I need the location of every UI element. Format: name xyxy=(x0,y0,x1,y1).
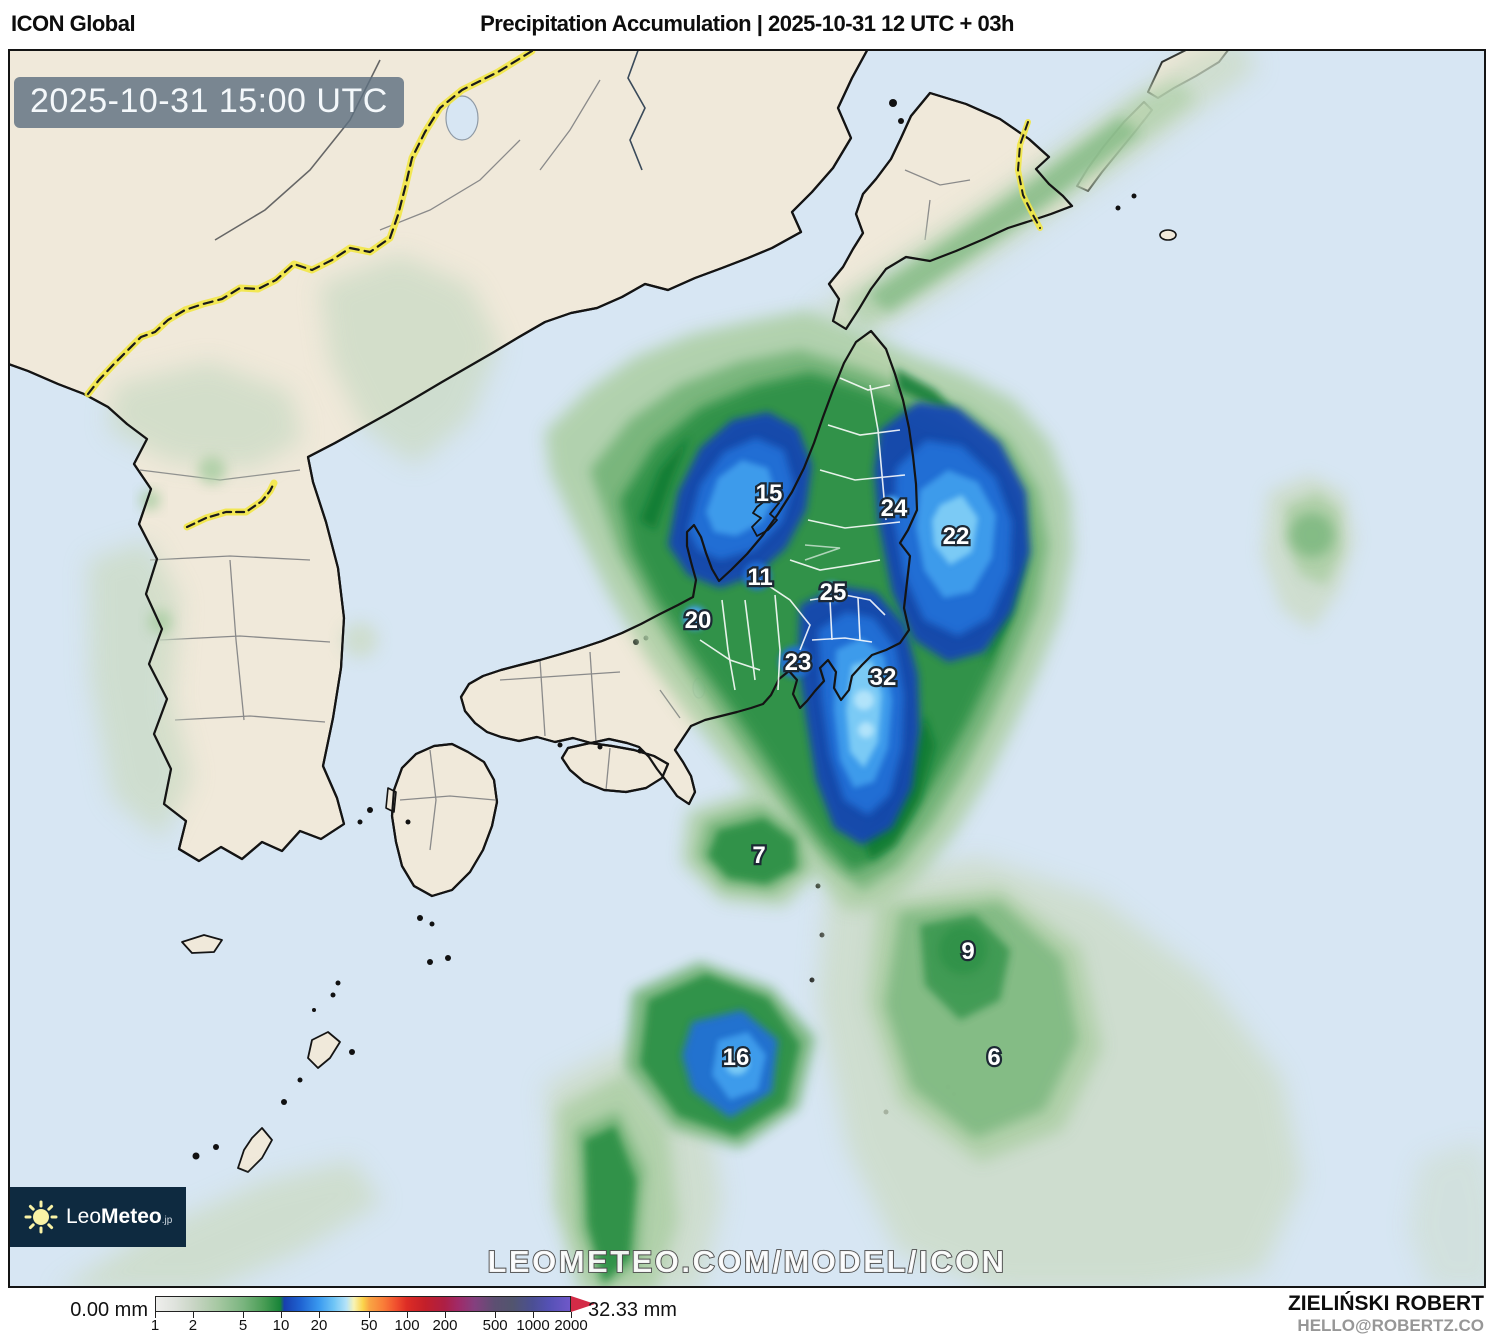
colorbar-max-label: 32.33 mm xyxy=(588,1299,677,1321)
precip-value-label: 32 xyxy=(870,664,897,691)
precip-value-label: 7 xyxy=(752,842,765,869)
colorbar-tick xyxy=(192,1312,194,1318)
title-bar: ICON Global Precipitation Accumulation |… xyxy=(0,0,1494,49)
colorbar-tick-label: 1 xyxy=(150,1317,160,1334)
precip-blue-pale xyxy=(688,495,978,1075)
colorbar-tick-label: 10 xyxy=(272,1317,290,1334)
colorbar-tick xyxy=(495,1312,497,1318)
precip-value-label: 23 xyxy=(785,649,812,676)
precip-value-label: 25 xyxy=(820,579,847,606)
model-name: ICON Global xyxy=(11,11,136,36)
colorbar-tick xyxy=(444,1312,446,1318)
page-title: Precipitation Accumulation | 2025-10-31 … xyxy=(480,11,1014,36)
precip-value-labels: 15 24 22 11 25 20 23 32 7 9 16 6 xyxy=(682,478,1003,1074)
colorbar-tick xyxy=(318,1312,320,1318)
colorbar-min-label: 0.00 mm xyxy=(70,1299,148,1321)
map-canvas: 15 24 22 11 25 20 23 32 7 9 16 6 LEOMETEO.COM/MODEL… xyxy=(8,49,1486,1288)
colorbar-arrow xyxy=(571,1296,595,1312)
logo-text-bold: Meteo xyxy=(101,1205,162,1228)
colorbar-tick-label: 2000 xyxy=(554,1317,588,1334)
colorbar-tick-label: 500 xyxy=(482,1317,508,1334)
timestamp-badge: 2025-10-31 15:00 UTC xyxy=(14,77,404,128)
credit-contact: HELLO@ROBERTZ.CO xyxy=(1297,1316,1484,1335)
legend-bar: 0.00 mm 1 2 5 10 20 50 100 200 500 1000 2000 32.33… xyxy=(0,1288,1494,1338)
colorbar-tick xyxy=(243,1312,245,1318)
logo-text-light: Leo xyxy=(66,1205,102,1228)
precip-value-label: 24 xyxy=(881,495,908,522)
credit-author: ZIELIŃSKI ROBERT xyxy=(1287,1292,1484,1315)
precip-value-label: 20 xyxy=(685,607,712,634)
logo-wordmark: LeoMeteo.jp xyxy=(66,1205,172,1229)
precip-value-label: 11 xyxy=(747,564,772,591)
colorbar-tick-label: 5 xyxy=(238,1317,248,1334)
colorbar-tick xyxy=(281,1312,283,1318)
colorbar-tick-label: 200 xyxy=(432,1317,458,1334)
colorbar-tick-label: 50 xyxy=(360,1317,378,1334)
precip-value-label: 9 xyxy=(961,938,974,965)
international-borders xyxy=(84,51,1043,531)
sun-icon xyxy=(24,1200,58,1234)
watermark: LEOMETEO.COM/MODEL/ICON xyxy=(487,1244,1006,1279)
map-svg: 15 24 22 11 25 20 23 32 7 9 16 6 LEOMETEO.COM/MODEL… xyxy=(10,51,1484,1286)
colorbar-tick-label: 100 xyxy=(394,1317,420,1334)
precip-value-label: 6 xyxy=(987,1044,1000,1071)
precip-value-label: 22 xyxy=(943,523,970,550)
coastlines-overlay xyxy=(10,51,1074,898)
logo-suffix: .jp xyxy=(161,1215,173,1226)
precip-value-label: 15 xyxy=(756,480,783,507)
admin-borders-wet xyxy=(699,377,906,691)
precip-value-label: 16 xyxy=(723,1044,750,1071)
colorbar-tick xyxy=(155,1312,156,1318)
colorbar-tick-label: 2 xyxy=(188,1317,198,1334)
precip-blue-lightest xyxy=(854,690,874,738)
colorbar-tick-label: 1000 xyxy=(516,1317,550,1334)
colorbar-tick xyxy=(407,1312,409,1318)
colorbar-tick xyxy=(571,1312,572,1318)
colorbar-tick-label: 20 xyxy=(310,1317,328,1334)
colorbar-tick xyxy=(369,1312,371,1318)
leometeo-logo: LeoMeteo.jp xyxy=(10,1187,186,1247)
colorbar-tick xyxy=(533,1312,535,1318)
colorbar-gradient xyxy=(155,1296,571,1312)
